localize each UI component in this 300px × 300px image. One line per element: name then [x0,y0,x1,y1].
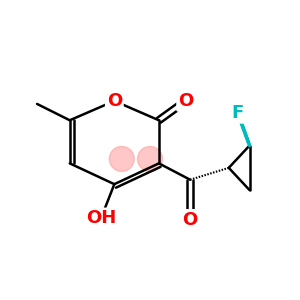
Text: OH: OH [86,209,116,227]
Text: F: F [232,104,244,122]
Text: O: O [107,92,122,110]
Text: O: O [178,92,193,110]
Circle shape [137,146,163,171]
Text: O: O [182,211,198,229]
Circle shape [109,146,134,171]
